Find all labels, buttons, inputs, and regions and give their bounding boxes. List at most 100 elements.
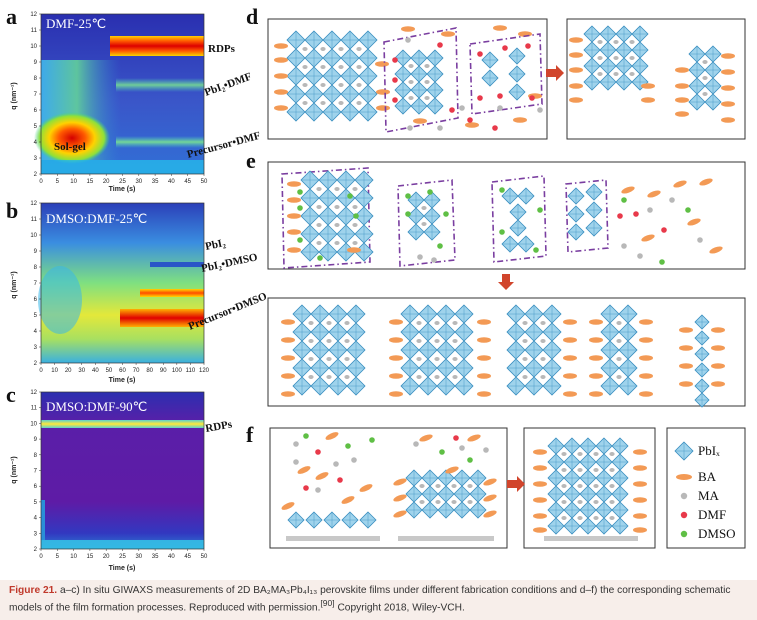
legend-label-ba: BA (698, 469, 717, 484)
ma-cation (577, 468, 583, 472)
dmso-molecule (439, 449, 445, 455)
dmso-molecule (621, 197, 627, 203)
dmf-molecule (392, 57, 398, 63)
xlabel-a: Time (s) (109, 186, 136, 193)
ba-cation (287, 181, 301, 187)
dmf-molecule (492, 125, 498, 131)
heatmap-a-rdp-band (110, 36, 204, 56)
condition-label-c: DMSO:DMF-90℃ (46, 399, 147, 414)
dmso-molecule (499, 229, 505, 235)
ba-cation (679, 363, 693, 369)
ma-cation (416, 375, 422, 379)
ba-cation (413, 118, 427, 124)
ma-cation (629, 40, 635, 44)
x-tick-label: 0 (39, 554, 43, 560)
ba-cation (389, 355, 403, 361)
panel-d: d (246, 4, 746, 140)
ba-cation (281, 337, 295, 343)
caption-text: a–c) In situ GIWAXS measurements of 2D B… (9, 585, 731, 614)
ma-cation (577, 452, 583, 456)
ma-cation (417, 254, 423, 260)
dmso-molecule (499, 187, 505, 193)
dmf-molecule (477, 51, 483, 57)
panel-b: b DMSO:DMF-25℃ PbI₂ PbI₂•DMSO Precursor•… (6, 198, 269, 384)
ylabel-a: q (nm⁻¹) (11, 82, 18, 109)
ba-cation (477, 373, 491, 379)
ma-cation (459, 445, 465, 451)
heatmap-b-pbi2-band (150, 262, 204, 267)
ma-cation (344, 321, 350, 325)
ba-cation (639, 337, 653, 343)
ba-cation (563, 373, 577, 379)
schematic-e-content (281, 167, 725, 408)
dmf-molecule (661, 227, 667, 233)
heatmap-b-precursor-band (120, 309, 204, 327)
ma-cation (647, 207, 653, 213)
y-tick-label: 9 (34, 249, 38, 255)
ma-cation (421, 222, 427, 226)
ba-cation (569, 37, 583, 43)
ma-cation (408, 64, 414, 68)
dmf-molecule (502, 45, 508, 51)
ma-cation (522, 339, 528, 343)
x-tick-label: 0 (39, 179, 43, 185)
ba-cation (315, 472, 329, 480)
ba-cation (709, 246, 723, 254)
panel-f: f (246, 422, 656, 549)
x-tick-label: 30 (135, 554, 142, 560)
y-tick-label: 11 (31, 217, 38, 223)
y-tick-label: 11 (31, 28, 38, 34)
x-tick-label: 20 (65, 368, 72, 374)
ba-cation (711, 345, 725, 351)
dmf-molecule (525, 43, 531, 49)
ba-cation (711, 363, 725, 369)
dashed-frame (397, 179, 456, 267)
ba-cation (445, 466, 459, 474)
ba-cation (281, 373, 295, 379)
x-tick-label: 10 (51, 368, 58, 374)
ba-cation (376, 105, 390, 111)
ma-cation (431, 257, 437, 263)
ba-cation (721, 101, 735, 107)
ba-cation (274, 43, 288, 49)
ma-cation (293, 441, 299, 447)
ba-cation (341, 496, 355, 504)
ba-cation (633, 449, 647, 455)
x-tick-label: 20 (103, 554, 110, 560)
ma-cation (326, 375, 332, 379)
dmso-molecule (369, 437, 375, 443)
panel-a: a DMF-25℃ Sol-gel RDPs PbI₂•DMF Precurso… (6, 4, 262, 193)
ma-cation (413, 441, 419, 447)
ma-cation (302, 83, 308, 87)
y-tick-label: 2 (34, 361, 38, 367)
caption-background (0, 580, 757, 620)
ma-cation (637, 253, 643, 259)
ba-cation (375, 61, 389, 67)
x-tick-label: 15 (87, 554, 94, 560)
y-tick-label: 6 (34, 297, 38, 303)
x-tick-label: 110 (186, 368, 196, 374)
x-tick-label: 5 (56, 554, 60, 560)
ba-cation (533, 497, 547, 503)
ba-cation (533, 527, 547, 533)
x-tick-label: 50 (201, 554, 208, 560)
ma-cation (315, 487, 321, 493)
ma-cation (326, 321, 332, 325)
dmso-molecule (427, 189, 433, 195)
y-tick-label: 12 (30, 12, 37, 18)
ba-cation (359, 484, 373, 492)
ma-cation (561, 468, 567, 472)
y-tick-label: 5 (34, 500, 38, 506)
annotation-rdps-c: RDPs (204, 418, 233, 435)
x-tick-label: 40 (168, 554, 175, 560)
ma-cation (435, 500, 441, 504)
y-tick-label: 5 (34, 124, 38, 130)
x-tick-label: 60 (119, 368, 126, 374)
ma-cation (302, 65, 308, 69)
ba-cation (721, 85, 735, 91)
ba-cation (647, 190, 661, 198)
ma-cation (593, 516, 599, 520)
schematic-f-box-1 (269, 427, 508, 549)
ba-cation (274, 89, 288, 95)
ma-cation (609, 468, 615, 472)
